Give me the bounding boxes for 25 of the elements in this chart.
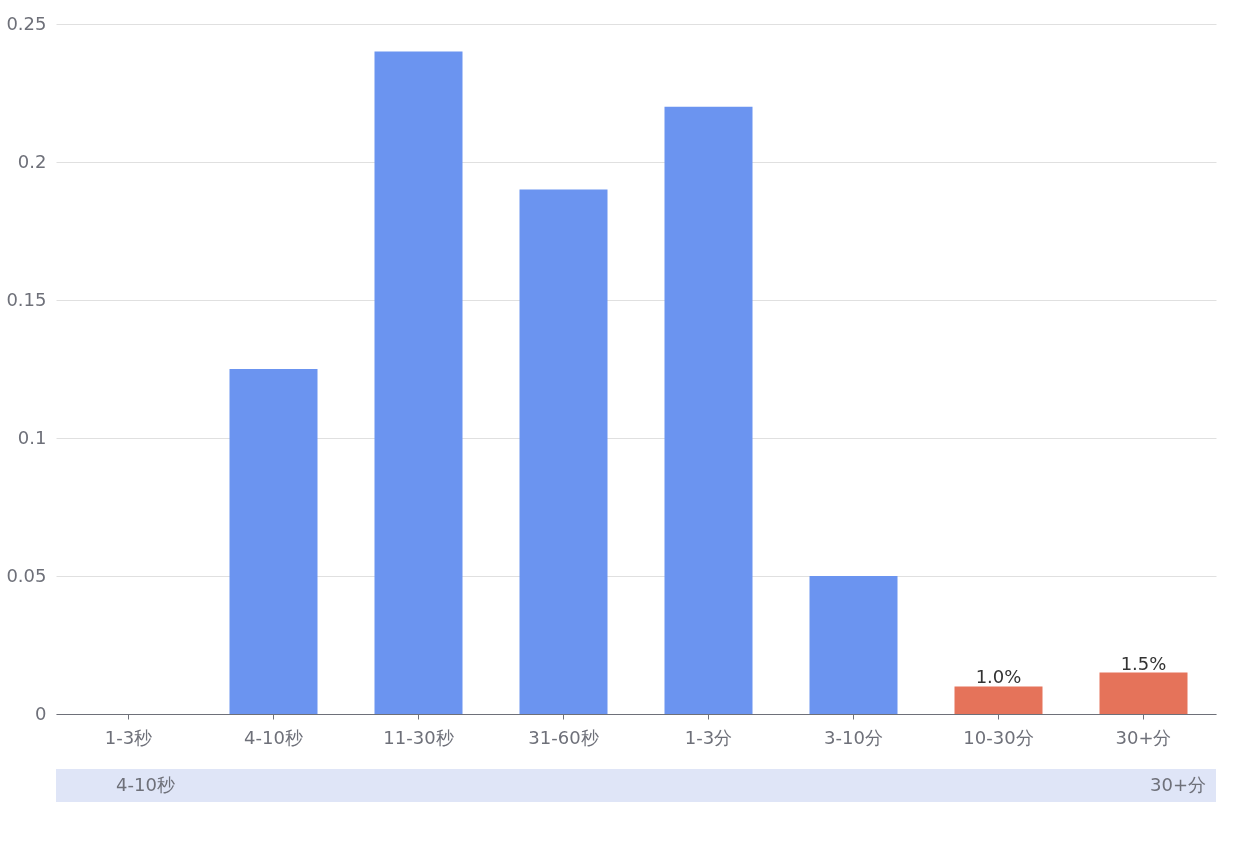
bar — [374, 51, 463, 714]
x-tick-label: 1-3分 — [684, 726, 733, 748]
text: 30+分 — [1150, 774, 1206, 795]
bar — [519, 189, 608, 714]
x-tick-label: 30+分 — [1115, 726, 1172, 748]
x-tick-label: 1-3秒 — [104, 726, 153, 748]
bar — [229, 369, 318, 714]
y-tick-label: 0.1 — [17, 426, 47, 448]
x-tick-label: 31-60秒 — [528, 726, 599, 748]
bar — [664, 106, 753, 714]
x-tick-label: 3-10分 — [824, 726, 883, 748]
x-tick-label: 10-30分 — [963, 726, 1034, 748]
y-tick-label: 0.25 — [6, 12, 47, 34]
y-tick-label: 0 — [35, 702, 47, 724]
text: 4-10秒 — [116, 774, 175, 795]
x-tick-label: 11-30秒 — [383, 726, 454, 748]
bar — [1099, 672, 1188, 714]
data-label: 1.5% — [1120, 652, 1167, 674]
x-tick-label: 4-10秒 — [244, 726, 303, 748]
y-tick-label: 0.2 — [17, 150, 47, 172]
y-tick-label: 0.15 — [6, 288, 47, 310]
y-tick-label: 0.05 — [6, 564, 47, 586]
bar — [954, 686, 1043, 714]
data-label: 1.0% — [975, 666, 1022, 688]
bar — [809, 576, 898, 714]
